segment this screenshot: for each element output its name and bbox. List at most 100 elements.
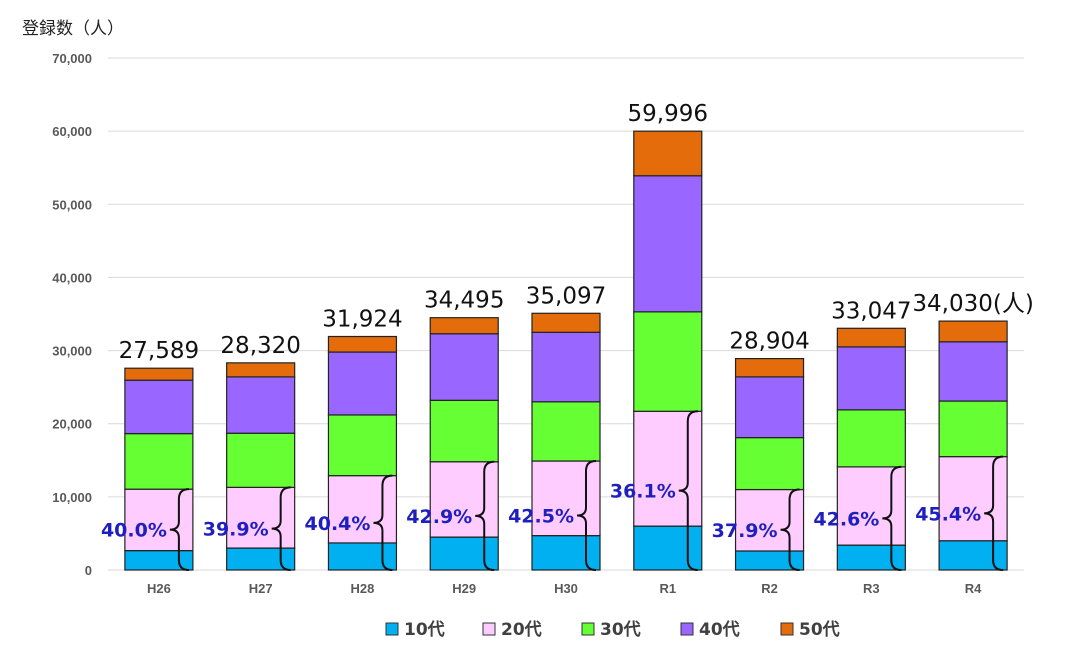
x-tick-label: R4 bbox=[965, 581, 982, 596]
bar-segment bbox=[429, 317, 499, 335]
total-label: 31,924 bbox=[322, 306, 402, 332]
bar-segment bbox=[938, 400, 1008, 458]
y-tick-label: 10,000 bbox=[52, 490, 92, 505]
bar-segment bbox=[124, 379, 194, 435]
y-tick-label: 60,000 bbox=[52, 124, 92, 139]
x-tick-label: R1 bbox=[659, 581, 676, 596]
bar-segment bbox=[938, 456, 1008, 542]
bar-segment bbox=[633, 175, 703, 313]
bar-segment bbox=[633, 130, 703, 177]
x-tick-label: H29 bbox=[452, 581, 476, 596]
legend-label: 30代 bbox=[600, 619, 641, 640]
y-tick-label: 70,000 bbox=[52, 51, 92, 66]
bar-segment bbox=[531, 401, 601, 462]
share-label: 40.4% bbox=[305, 513, 371, 535]
total-label: 33,047 bbox=[831, 298, 911, 324]
bar-segment bbox=[429, 536, 499, 571]
share-label: 36.1% bbox=[610, 481, 676, 503]
brace bbox=[169, 488, 189, 571]
brace bbox=[271, 486, 291, 571]
bar-segment bbox=[836, 544, 906, 571]
bar-segment bbox=[734, 357, 805, 378]
x-tick-label: R2 bbox=[761, 581, 778, 596]
legend-swatch bbox=[581, 622, 595, 636]
legend-swatch bbox=[385, 622, 399, 636]
y-axis-ticks: 0 10,000 20,000 30,000 40,000 50,000 60,000 70,… bbox=[52, 51, 92, 578]
y-tick-label: 0 bbox=[85, 563, 92, 578]
share-label: 40.0% bbox=[101, 520, 167, 542]
y-tick-label: 30,000 bbox=[52, 344, 92, 359]
bar-segment bbox=[734, 437, 805, 491]
bar-segment bbox=[327, 414, 398, 477]
bar-segment bbox=[124, 488, 194, 552]
legend-label: 50代 bbox=[799, 619, 840, 640]
total-label: 28,320 bbox=[220, 333, 300, 359]
y-tick-label: 40,000 bbox=[52, 270, 92, 285]
share-label: 45.4% bbox=[915, 503, 981, 525]
bar-segment bbox=[633, 525, 703, 571]
bar-segment bbox=[226, 362, 296, 378]
total-label: 27,589 bbox=[119, 338, 199, 364]
bar-segment bbox=[938, 320, 1008, 343]
bar-segment bbox=[327, 475, 398, 544]
bar-segment bbox=[226, 432, 296, 488]
legend-label: 40代 bbox=[699, 619, 740, 640]
total-label: 34,495 bbox=[424, 288, 504, 314]
x-tick-label: R3 bbox=[863, 581, 880, 596]
bar-segment bbox=[429, 399, 499, 463]
bar-segment bbox=[633, 311, 703, 412]
bar-segment bbox=[836, 327, 906, 348]
bar-segment bbox=[429, 461, 499, 538]
bar-segment bbox=[531, 312, 601, 333]
bar-segment bbox=[124, 550, 194, 571]
x-tick-label: H26 bbox=[147, 581, 171, 596]
bar-segment bbox=[429, 333, 499, 401]
total-label: 35,097 bbox=[526, 283, 606, 309]
legend: 10代 20代 30代 40代 50代 bbox=[385, 619, 840, 640]
share-labels: 40.0% 39.9% 40.4% 42.9% 42.5% 36.1% 37.9% 42.6%… bbox=[101, 481, 981, 542]
legend-label: 10代 bbox=[404, 619, 445, 640]
total-labels: 27,589 28,320 31,924 34,495 35,097 59,996 28,9… bbox=[119, 101, 1034, 364]
x-tick-label: H28 bbox=[351, 581, 375, 596]
bars bbox=[124, 130, 1008, 571]
y-axis-title: 登録数（人） bbox=[22, 19, 124, 39]
brace bbox=[780, 488, 800, 571]
bar-segment bbox=[124, 432, 194, 490]
legend-swatch bbox=[780, 622, 794, 636]
bar-segment bbox=[836, 466, 906, 546]
bar-segment bbox=[327, 542, 398, 571]
share-label: 42.9% bbox=[406, 506, 472, 528]
legend-label: 20代 bbox=[501, 619, 542, 640]
bar-segment bbox=[531, 331, 601, 403]
bar-segment bbox=[124, 367, 194, 381]
y-tick-label: 50,000 bbox=[52, 197, 92, 212]
bar-segment bbox=[938, 341, 1008, 402]
brace bbox=[678, 410, 698, 571]
bar-segment bbox=[531, 535, 601, 571]
y-tick-label: 20,000 bbox=[52, 417, 92, 432]
bar-segment bbox=[327, 351, 398, 416]
total-label: 28,904 bbox=[729, 329, 809, 355]
legend-swatch bbox=[482, 622, 496, 636]
bar-segment bbox=[734, 488, 805, 552]
share-label: 39.9% bbox=[203, 519, 269, 541]
bar-segment bbox=[734, 550, 805, 571]
legend-swatch bbox=[680, 622, 694, 636]
bar-segment bbox=[226, 376, 296, 434]
bar-segment bbox=[226, 486, 296, 549]
total-label: 59,996 bbox=[628, 101, 708, 127]
brace bbox=[576, 460, 597, 571]
bar-segment bbox=[836, 346, 906, 411]
x-tick-label: H30 bbox=[554, 581, 578, 596]
share-label: 42.6% bbox=[813, 508, 879, 530]
bar-segment bbox=[633, 410, 703, 527]
share-label: 37.9% bbox=[712, 520, 778, 542]
total-label: 34,030(人) bbox=[912, 291, 1033, 317]
bar-segment bbox=[836, 409, 906, 468]
x-tick-label: H27 bbox=[249, 581, 273, 596]
share-label: 42.5% bbox=[508, 506, 574, 528]
x-axis-labels: H26 H27 H28 H29 H30 R1 R2 R3 R4 bbox=[147, 581, 982, 596]
bar-segment bbox=[938, 540, 1008, 571]
bar-segment bbox=[226, 547, 296, 571]
